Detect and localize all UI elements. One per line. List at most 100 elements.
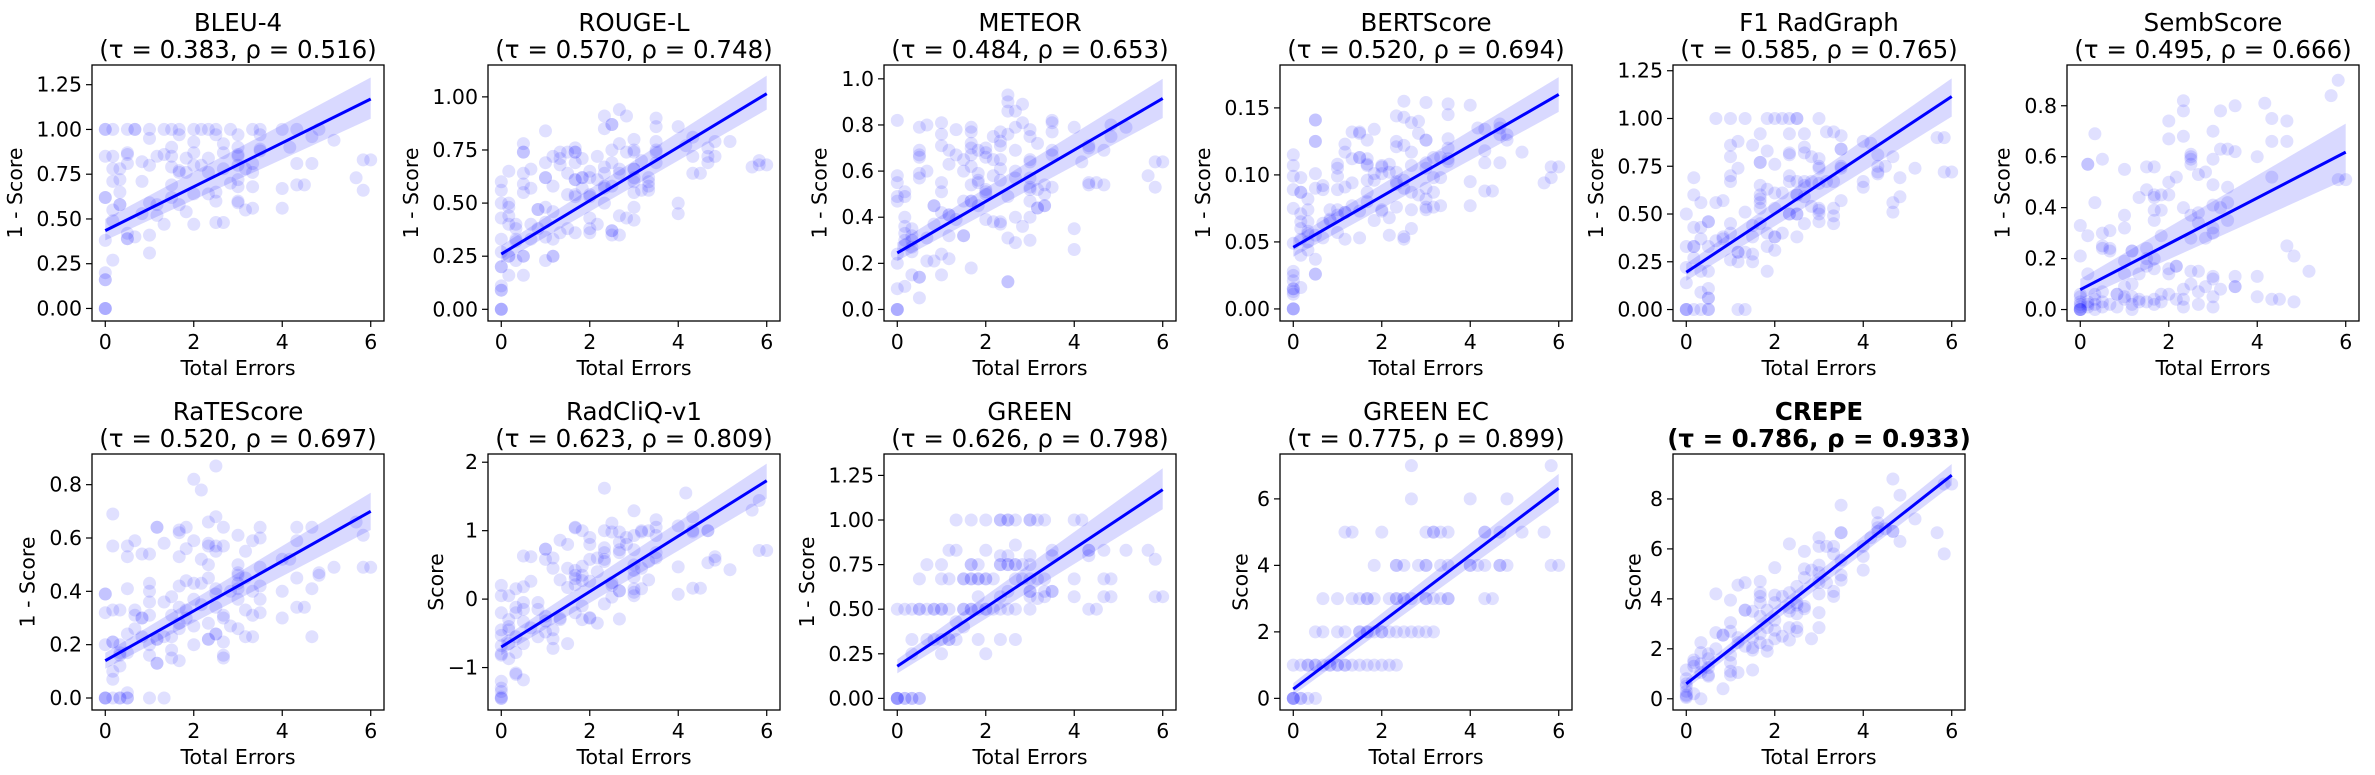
- data-point: [912, 691, 926, 705]
- data-point: [553, 226, 567, 240]
- data-point: [964, 261, 978, 275]
- data-point: [986, 572, 1000, 586]
- data-point: [1893, 190, 1907, 204]
- data-point: [1419, 156, 1433, 170]
- data-point: [356, 183, 370, 197]
- subplot-correlation: (τ = 0.383, ρ = 0.516): [99, 35, 376, 64]
- data-point: [2088, 292, 2102, 306]
- data-point: [1694, 636, 1708, 650]
- data-point: [1709, 626, 1723, 640]
- data-point: [1775, 629, 1789, 643]
- x-tick-label: 6: [1156, 719, 1169, 743]
- data-point: [1687, 653, 1701, 667]
- data-point: [1746, 643, 1760, 657]
- data-point: [935, 558, 948, 572]
- data-point: [686, 581, 700, 595]
- data-point: [187, 472, 201, 486]
- data-point: [1286, 274, 1300, 288]
- data-point: [1937, 131, 1951, 145]
- data-point: [531, 602, 545, 616]
- data-point: [1753, 188, 1767, 202]
- data-point: [2154, 295, 2168, 309]
- data-point: [106, 672, 120, 686]
- x-tick-label: 0: [99, 330, 112, 354]
- data-point: [964, 136, 978, 150]
- data-point: [1031, 201, 1044, 215]
- axes-frame: [1672, 64, 1966, 322]
- data-point: [1834, 142, 1848, 156]
- data-point: [942, 229, 956, 243]
- data-point: [1724, 664, 1737, 678]
- data-point: [553, 158, 567, 172]
- data-point: [1089, 176, 1103, 190]
- data-point: [905, 602, 919, 616]
- data-point: [1805, 632, 1818, 646]
- data-point: [1023, 123, 1037, 137]
- data-point: [106, 162, 120, 176]
- data-point: [605, 590, 619, 604]
- data-point: [1753, 178, 1767, 192]
- data-point: [1441, 97, 1455, 111]
- y-tick-label: 0.50: [36, 207, 82, 231]
- data-point: [1382, 625, 1396, 639]
- data-point: [312, 566, 326, 580]
- data-point: [209, 459, 223, 473]
- data-point: [2140, 295, 2154, 309]
- data-point: [1119, 120, 1133, 134]
- data-point: [671, 519, 685, 533]
- data-point: [627, 585, 641, 599]
- data-point: [1768, 186, 1782, 200]
- data-point: [964, 572, 978, 586]
- data-point: [2221, 142, 2235, 156]
- data-point: [1701, 668, 1715, 682]
- data-point: [752, 544, 766, 557]
- confidence-band: [1686, 78, 1952, 281]
- data-point: [1463, 199, 1477, 213]
- data-point: [964, 178, 978, 192]
- data-point: [1746, 230, 1760, 244]
- data-point: [635, 524, 648, 538]
- y-tick-label: 0: [1257, 686, 1270, 710]
- data-point: [1301, 224, 1315, 238]
- data-point: [1308, 625, 1322, 639]
- data-point: [1427, 625, 1440, 639]
- data-point: [194, 576, 208, 590]
- data-point: [1687, 656, 1701, 669]
- data-point: [1016, 558, 1029, 572]
- data-point: [679, 486, 693, 500]
- y-axis-label: 1 - Score: [808, 148, 832, 239]
- subplot-title: ROUGE-L: [578, 8, 690, 37]
- data-point: [1001, 549, 1015, 563]
- y-tick-label: 0.4: [2024, 196, 2057, 220]
- data-point: [1441, 525, 1455, 539]
- data-point: [516, 177, 530, 191]
- data-point: [612, 584, 626, 598]
- data-point: [231, 128, 245, 142]
- data-point: [597, 524, 611, 538]
- data-point: [120, 157, 134, 170]
- data-point: [1694, 232, 1708, 246]
- data-point: [2110, 287, 2124, 301]
- data-point: [553, 613, 567, 627]
- data-point: [1001, 513, 1015, 527]
- data-point: [583, 226, 597, 240]
- data-point: [1097, 543, 1111, 557]
- data-point: [106, 635, 120, 649]
- data-point: [649, 135, 663, 148]
- data-point: [1331, 658, 1344, 672]
- data-point: [165, 590, 179, 604]
- data-point: [627, 589, 641, 603]
- data-point: [1856, 134, 1870, 148]
- subplot-correlation: (τ = 0.495, ρ = 0.666): [2074, 35, 2351, 64]
- data-point: [1404, 222, 1418, 235]
- data-point: [1709, 234, 1723, 248]
- data-point: [128, 608, 142, 622]
- y-tick-label: 1.25: [1617, 59, 1663, 83]
- data-point: [1760, 182, 1774, 196]
- data-point: [502, 209, 516, 223]
- data-point: [2095, 295, 2109, 309]
- data-point: [502, 217, 516, 231]
- data-point: [1768, 623, 1782, 637]
- data-point: [1485, 184, 1499, 198]
